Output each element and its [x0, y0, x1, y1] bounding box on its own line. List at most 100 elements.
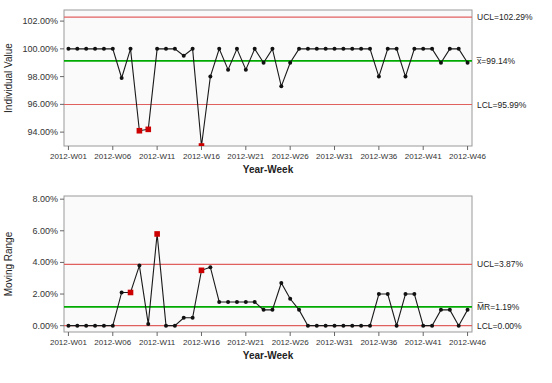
data-point [457, 324, 461, 328]
data-point [315, 47, 319, 51]
x-tick [378, 332, 379, 336]
out-of-control-point [137, 128, 143, 134]
data-point [430, 47, 434, 51]
data-point [448, 47, 452, 51]
x-tick-label: 2012-W41 [405, 338, 442, 347]
data-point [359, 47, 363, 51]
data-point [102, 47, 106, 51]
y-tick [60, 76, 64, 77]
y-tick [60, 294, 64, 295]
data-point [421, 324, 425, 328]
x-tick [334, 146, 335, 150]
x-tick-label: 2012-W31 [316, 338, 353, 347]
background [0, 0, 552, 383]
data-point [315, 324, 319, 328]
out-of-control-point [128, 290, 134, 296]
control-line-label: LCL=0.00% [477, 321, 522, 331]
x-tick-label: 2012-W16 [183, 338, 220, 347]
data-line [68, 49, 467, 146]
data-point [93, 324, 97, 328]
data-point [359, 324, 363, 328]
y-tick-label: 2.00% [32, 289, 58, 299]
data-point [93, 47, 97, 51]
data-point [84, 324, 88, 328]
data-point [84, 47, 88, 51]
out-of-control-point [154, 231, 160, 237]
data-point [324, 47, 328, 51]
plot-area [64, 17, 472, 146]
x-tick-label: 2012-W46 [449, 338, 486, 347]
data-point [75, 47, 79, 51]
x-tick [334, 332, 335, 336]
data-point [270, 308, 274, 312]
y-tick-label: 6.00% [32, 226, 58, 236]
y-tick-label: 100.00% [22, 44, 58, 54]
data-point [120, 290, 124, 294]
data-point [146, 322, 150, 326]
data-point [350, 324, 354, 328]
data-point [191, 47, 195, 51]
x-tick [378, 146, 379, 150]
data-point [244, 300, 248, 304]
data-point [368, 324, 372, 328]
plot-area [64, 231, 472, 328]
y-tick-label: 94.00% [27, 127, 58, 137]
data-point [208, 265, 212, 269]
data-point [297, 308, 301, 312]
x-tick [68, 332, 69, 336]
data-point [75, 324, 79, 328]
control-line-label: x̅=99.14% [476, 56, 515, 66]
data-point [208, 75, 212, 79]
data-point [253, 47, 257, 51]
control-line [64, 264, 472, 265]
x-tick-label: 2012-W46 [449, 152, 486, 161]
control-line-label: M̅R=1.19% [477, 302, 520, 312]
data-point [279, 84, 283, 88]
data-point [466, 61, 470, 65]
x-tick [290, 332, 291, 336]
data-point [333, 324, 337, 328]
data-point [306, 324, 310, 328]
y-tick [60, 199, 64, 200]
control-line [64, 104, 472, 105]
x-tick-label: 2012-W26 [272, 152, 309, 161]
x-tick [245, 332, 246, 336]
data-point [341, 47, 345, 51]
data-point [155, 47, 159, 51]
data-point [66, 47, 70, 51]
data-point [288, 297, 292, 301]
data-point [102, 324, 106, 328]
control-line-label: UCL=3.87% [477, 259, 524, 269]
x-tick [201, 146, 202, 150]
data-point [288, 61, 292, 65]
data-point [377, 75, 381, 79]
data-point [403, 75, 407, 79]
panel: 94.00%96.00%98.00%100.00%102.00%2012-W01… [3, 10, 533, 175]
data-point [439, 308, 443, 312]
x-tick-label: 2012-W31 [316, 152, 353, 161]
data-point [448, 308, 452, 312]
x-tick-label: 2012-W01 [50, 338, 87, 347]
plot-frame [64, 196, 472, 332]
x-tick-label: 2012-W26 [272, 338, 309, 347]
data-point [164, 47, 168, 51]
x-tick [157, 146, 158, 150]
y-tick [60, 262, 64, 263]
x-tick-label: 2012-W06 [94, 152, 131, 161]
y-tick [60, 48, 64, 49]
out-of-control-point [199, 143, 205, 146]
out-of-control-point [199, 268, 205, 274]
data-point [457, 47, 461, 51]
data-point [466, 308, 470, 312]
data-point [412, 47, 416, 51]
y-tick-label: 8.00% [32, 194, 58, 204]
out-of-control-point [145, 127, 151, 133]
x-tick [245, 146, 246, 150]
x-tick [467, 146, 468, 150]
data-point [182, 316, 186, 320]
data-point [111, 47, 115, 51]
x-tick [157, 332, 158, 336]
x-tick-label: 2012-W01 [50, 152, 87, 161]
data-point [217, 47, 221, 51]
data-point [279, 281, 283, 285]
